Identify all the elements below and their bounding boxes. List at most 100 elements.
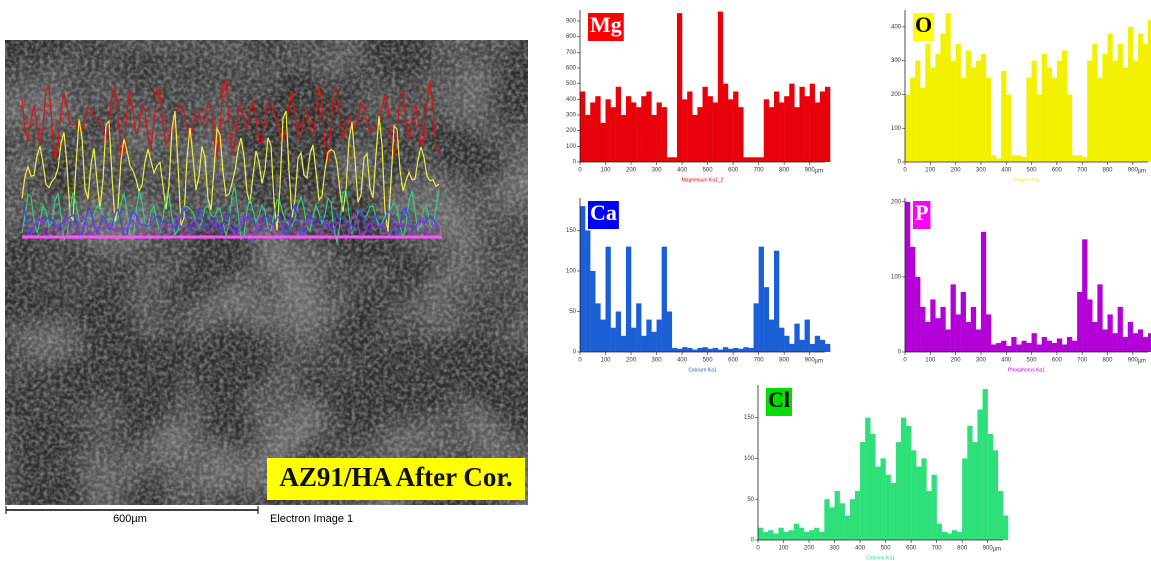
bar <box>687 348 692 352</box>
bar <box>779 102 784 162</box>
bar <box>1123 67 1128 162</box>
bar <box>799 528 804 540</box>
element-label: O <box>915 12 932 37</box>
bar <box>1113 61 1118 162</box>
bar <box>1027 343 1032 352</box>
bar <box>820 340 825 352</box>
bar <box>759 157 764 162</box>
bar <box>733 91 738 162</box>
bar <box>1001 341 1006 352</box>
x-label: Oxygen Ka1 <box>1013 177 1041 183</box>
bar <box>646 320 651 352</box>
bar <box>1133 333 1138 352</box>
bar <box>920 88 925 162</box>
bar <box>728 349 733 352</box>
bar <box>759 247 764 352</box>
bar <box>850 499 855 540</box>
bar <box>1133 61 1138 162</box>
bar <box>991 344 996 352</box>
bar <box>621 115 626 162</box>
bar <box>794 107 799 162</box>
bar <box>1128 27 1133 162</box>
y-tick-label: 200 <box>891 92 902 98</box>
x-tick-label: 400 <box>677 168 688 174</box>
bar <box>682 99 687 162</box>
bar <box>1021 341 1026 352</box>
x-tick-label: 600 <box>728 358 739 364</box>
bar <box>1123 337 1128 352</box>
x-tick-label: 600 <box>1052 168 1063 174</box>
bar <box>703 347 708 352</box>
x-tick-label: 500 <box>703 358 714 364</box>
bar <box>636 107 641 162</box>
bar <box>1006 346 1011 352</box>
bar <box>901 418 906 540</box>
bar <box>1067 337 1072 352</box>
bar <box>1113 333 1118 352</box>
bar <box>1032 61 1037 162</box>
bar <box>703 87 708 162</box>
bar <box>692 115 697 162</box>
y-tick-label: 100 <box>891 126 902 132</box>
x-tick-label: 0 <box>903 168 907 174</box>
y-tick-label: 0 <box>573 160 577 166</box>
bar <box>748 157 753 162</box>
bar <box>896 442 901 540</box>
x-tick-label: 800 <box>779 358 790 364</box>
bar <box>971 67 976 162</box>
bar <box>915 61 920 162</box>
x-tick-label: 700 <box>1077 168 1088 174</box>
figure: AZ91/HA After Cor. 600µm Electron Image … <box>0 0 1151 561</box>
bar <box>977 409 982 540</box>
bar <box>595 96 600 162</box>
bar <box>651 115 656 162</box>
x-label: Phosphorus Ka1 <box>1008 367 1045 373</box>
bar <box>1016 344 1021 352</box>
bar <box>774 91 779 162</box>
x-unit: µm <box>815 359 823 365</box>
bar <box>697 107 702 162</box>
bar <box>925 322 930 352</box>
bar <box>906 426 911 540</box>
x-label: Chlorine Ka1 <box>866 555 895 561</box>
bar <box>814 528 819 540</box>
bar <box>784 532 789 540</box>
x-tick-label: 300 <box>976 168 987 174</box>
bar <box>672 157 677 162</box>
y-tick-label: 200 <box>566 128 577 134</box>
bar <box>1052 343 1057 352</box>
y-tick-label: 700 <box>566 50 577 56</box>
bar <box>1027 78 1032 162</box>
bar <box>784 96 789 162</box>
bar <box>1102 329 1107 352</box>
bar <box>651 332 656 352</box>
y-tick-label: 150 <box>566 228 577 234</box>
bar <box>855 491 860 540</box>
bar <box>667 157 672 162</box>
bar <box>738 107 743 162</box>
bar <box>966 322 971 352</box>
bar <box>956 44 961 162</box>
bar <box>829 507 834 540</box>
bar <box>1097 78 1102 162</box>
bar <box>996 159 1001 162</box>
bar <box>646 91 651 162</box>
y-tick-label: 150 <box>744 415 755 421</box>
bar <box>930 299 935 352</box>
bar <box>631 102 636 162</box>
bar <box>769 107 774 162</box>
bar <box>998 491 1003 540</box>
x-tick-label: 200 <box>626 168 637 174</box>
bar <box>1108 34 1113 162</box>
bar <box>585 230 590 352</box>
bar <box>789 344 794 352</box>
x-unit: µm <box>1138 169 1146 175</box>
bar <box>789 530 794 540</box>
x-tick-label: 0 <box>578 358 582 364</box>
bar <box>981 232 986 352</box>
bar <box>996 343 1001 352</box>
bar <box>682 347 687 352</box>
bar <box>825 344 830 352</box>
